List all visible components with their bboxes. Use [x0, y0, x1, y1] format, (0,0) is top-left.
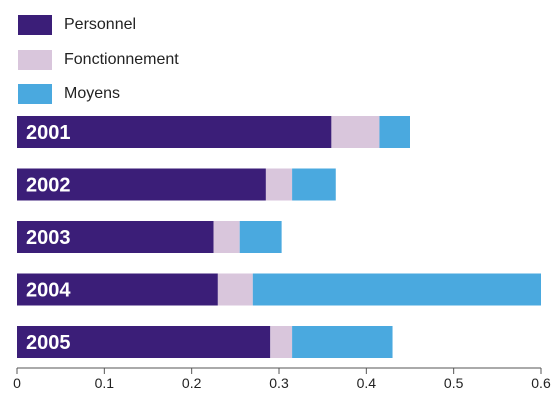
legend-label-personnel: Personnel — [64, 16, 137, 33]
category-label-2004: 2004 — [26, 280, 71, 302]
bar-2003-fonctionnement — [213, 221, 240, 253]
category-label-2001: 2001 — [26, 122, 71, 144]
bar-2005-personnel — [17, 326, 271, 358]
bar-2004-personnel — [17, 273, 218, 306]
bar-2004-fonctionnement — [217, 273, 253, 306]
bar-2002-fonctionnement — [265, 168, 293, 201]
category-label-2003: 2003 — [26, 227, 71, 249]
category-label-2002: 2002 — [26, 175, 71, 197]
legend-swatch-personnel — [18, 15, 52, 35]
legend-item-moyens: Moyens — [18, 82, 120, 106]
bar-2003-moyens — [239, 221, 282, 253]
x-tick-label-0.5: 0.5 — [444, 375, 464, 391]
x-tick-label-0.2: 0.2 — [182, 375, 202, 391]
legend-item-personnel: Personnel — [18, 13, 136, 37]
bar-2002-moyens — [292, 168, 336, 201]
legend-item-fonctionnement: Fonctionnement — [18, 48, 179, 72]
legend-swatch-fonctionnement — [18, 50, 52, 70]
bar-2002-personnel — [17, 168, 266, 201]
x-tick-label-0.3: 0.3 — [269, 375, 289, 391]
bar-2003-personnel — [17, 221, 214, 253]
x-tick-label-0.4: 0.4 — [357, 375, 377, 391]
legend-label-fonctionnement: Fonctionnement — [64, 51, 179, 68]
bar-2004-moyens — [252, 273, 542, 306]
category-label-2005: 2005 — [26, 332, 71, 354]
bar-2001-fonctionnement — [331, 116, 380, 148]
bar-2005-moyens — [292, 326, 393, 358]
x-tick-label-0.1: 0.1 — [95, 375, 115, 391]
bar-2001-personnel — [17, 116, 332, 148]
legend-label-moyens: Moyens — [64, 85, 121, 102]
x-tick-label-0.6: 0.6 — [531, 375, 551, 391]
x-tick-label-0: 0 — [13, 375, 21, 391]
legend-swatch-moyens — [18, 84, 52, 104]
bar-2001-moyens — [379, 116, 410, 148]
bar-2005-fonctionnement — [270, 326, 293, 358]
